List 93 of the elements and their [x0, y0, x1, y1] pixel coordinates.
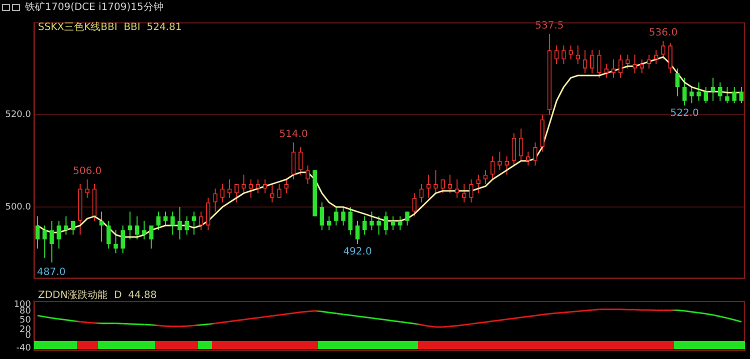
candlestick: [242, 174, 246, 194]
candlestick: [576, 44, 580, 64]
candlestick: [732, 86, 736, 104]
candlestick: [483, 170, 488, 184]
candlestick: [156, 211, 161, 231]
candlestick: [668, 42, 672, 74]
candlestick: [405, 211, 410, 226]
candlestick: [362, 216, 367, 236]
candlestick: [170, 211, 175, 236]
annotation: 514.0: [279, 129, 308, 140]
y-tick-label: 500.0: [5, 202, 32, 212]
candlestick: [562, 44, 566, 64]
candlestick: [710, 77, 716, 102]
candlestick: [604, 63, 608, 78]
chart-title: 铁矿1709(DCE i1709)15分钟: [25, 0, 164, 14]
candlestick: [206, 197, 210, 231]
candlestick: [376, 216, 381, 236]
candlestick: [654, 50, 658, 64]
candlestick: [469, 178, 474, 203]
candlestick: [370, 211, 374, 231]
candlestick: [384, 211, 388, 236]
candlestick: [35, 216, 40, 250]
candlestick: [675, 68, 680, 97]
annotation: 487.0: [37, 267, 66, 278]
candlestick: [114, 230, 118, 254]
candlestick: [56, 220, 62, 250]
y-tick-label: 50: [20, 316, 32, 326]
candlestick: [434, 170, 438, 194]
annotation: 536.0: [648, 27, 678, 38]
annotation: 492.0: [343, 246, 372, 258]
annotation: 522.0: [670, 108, 699, 120]
candlestick: [149, 225, 154, 250]
candlestick: [213, 188, 218, 212]
candlestick: [348, 206, 353, 236]
candlestick: [696, 82, 701, 102]
chart-subtitle: SSKX三色K线BBI BBI 524.81: [38, 20, 182, 34]
candlestick: [476, 174, 481, 194]
candlestick: [192, 211, 196, 236]
candlestick: [306, 165, 310, 184]
y-tick-label: 0: [25, 331, 32, 342]
candlestick: [632, 54, 637, 74]
candlestick: [42, 225, 47, 258]
candlestick: [248, 178, 253, 198]
candlestick: [398, 216, 402, 231]
candlestick: [270, 183, 274, 203]
candlestick: [134, 216, 140, 240]
candlestick: [554, 44, 559, 64]
candlestick: [590, 50, 594, 74]
candlestick: [504, 156, 509, 176]
candlestick: [390, 216, 396, 231]
candlestick: [99, 211, 104, 242]
candlestick: [106, 220, 111, 250]
candlestick: [184, 216, 189, 236]
candlestick: [334, 206, 338, 226]
candlestick: [163, 211, 168, 226]
candlestick: [462, 183, 466, 203]
candlestick: [341, 206, 346, 226]
chart-title: ZDDN涨跌动能 D 44.88: [38, 288, 157, 302]
candlestick: [220, 183, 225, 203]
candlestick: [298, 146, 303, 176]
candlestick: [626, 54, 630, 70]
candlestick: [718, 82, 722, 102]
candlestick: [682, 77, 687, 106]
candlestick: [64, 216, 68, 236]
candlestick: [234, 183, 239, 203]
candlestick: [419, 183, 424, 203]
candlestick: [690, 86, 694, 104]
candlestick: [739, 86, 744, 104]
y-tick-label: -40: [16, 343, 32, 354]
candlestick: [526, 151, 530, 166]
candlestick: [178, 206, 182, 240]
candlestick: [568, 44, 573, 60]
y-tick-label: 80: [20, 306, 32, 316]
annotation: 537.5: [535, 20, 564, 32]
candlestick: [355, 220, 360, 244]
candlestick: [326, 216, 332, 231]
candlestick: [533, 142, 538, 166]
candlestick: [50, 220, 54, 263]
annotation: 506.0: [73, 166, 102, 177]
candlestick: [128, 211, 132, 240]
candlestick: [70, 220, 76, 236]
candlestick: [498, 151, 502, 171]
candlestick: [142, 220, 146, 240]
candlestick: [320, 202, 324, 231]
candlestick: [440, 178, 445, 194]
candlestick: [725, 86, 730, 104]
y-tick-label: 520.0: [5, 110, 32, 120]
candlestick: [120, 225, 126, 254]
candlestick: [661, 40, 666, 60]
candlestick: [277, 183, 282, 198]
candlestick: [85, 178, 90, 198]
candlestick: [597, 50, 602, 78]
candlestick: [704, 86, 708, 104]
